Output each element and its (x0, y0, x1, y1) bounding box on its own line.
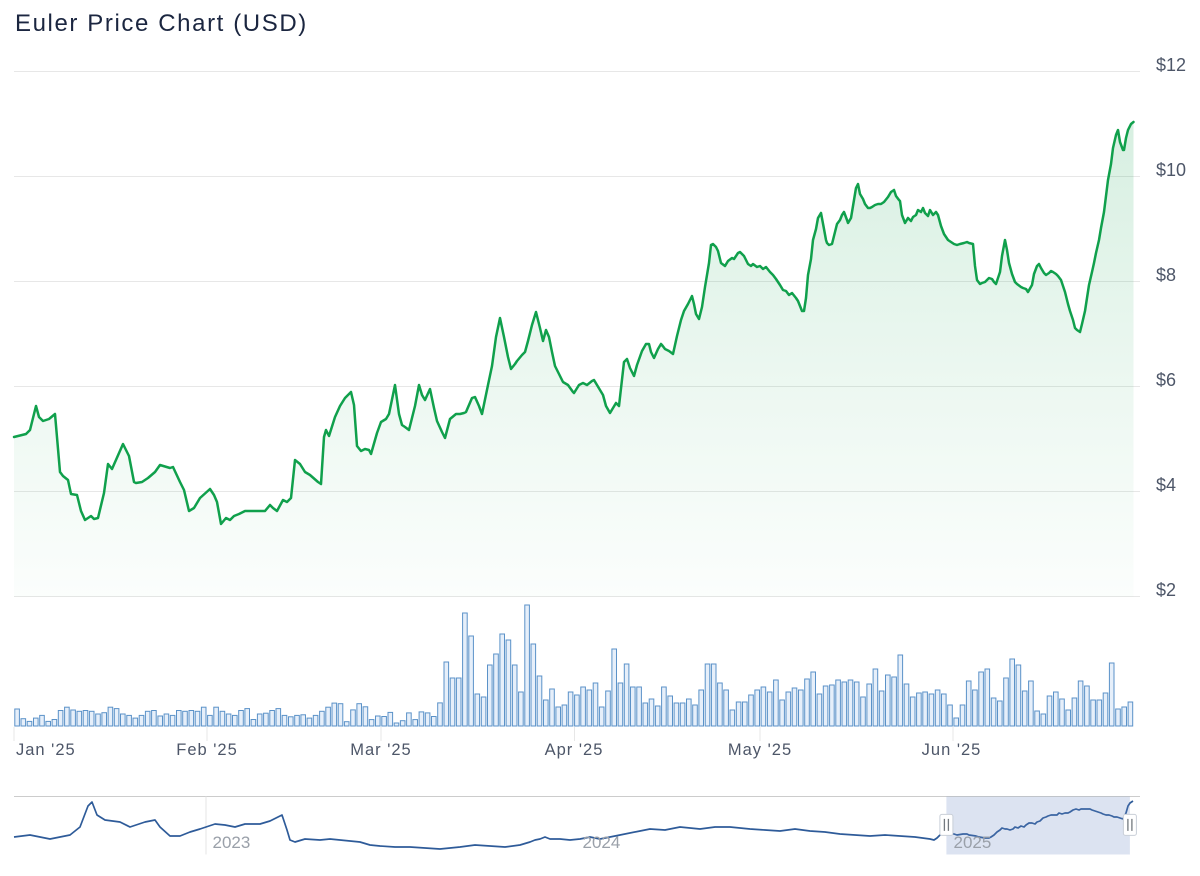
svg-text:Mar '25: Mar '25 (350, 741, 412, 759)
svg-text:2025: 2025 (954, 833, 992, 852)
svg-text:$12: $12 (1156, 55, 1186, 75)
svg-text:May '25: May '25 (728, 741, 792, 759)
svg-text:$2: $2 (1156, 580, 1176, 600)
svg-text:2024: 2024 (583, 833, 621, 852)
svg-text:$6: $6 (1156, 370, 1176, 390)
svg-text:Jan '25: Jan '25 (16, 741, 76, 759)
svg-text:$8: $8 (1156, 265, 1176, 285)
svg-text:$4: $4 (1156, 475, 1176, 495)
svg-text:Jun '25: Jun '25 (922, 741, 982, 759)
svg-text:$10: $10 (1156, 160, 1186, 180)
svg-text:2023: 2023 (213, 833, 251, 852)
svg-text:Feb '25: Feb '25 (176, 741, 238, 759)
svg-text:Euler Price Chart (USD): Euler Price Chart (USD) (15, 10, 308, 37)
svg-text:Apr '25: Apr '25 (545, 741, 604, 759)
